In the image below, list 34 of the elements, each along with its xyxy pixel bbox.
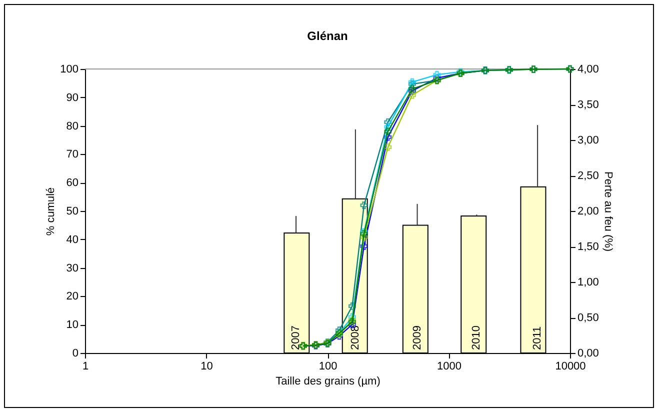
y2-tick-label: 3,50 bbox=[578, 99, 599, 111]
x-tick-label: 100 bbox=[318, 360, 338, 372]
chart-title: Glénan bbox=[307, 29, 348, 43]
annotation: 2010 bbox=[470, 326, 483, 350]
y2-tick-label: 3,00 bbox=[578, 134, 599, 146]
y-tick-label: 30 bbox=[66, 262, 78, 274]
y-tick-label: 50 bbox=[66, 206, 78, 218]
y2-tick-label: 0,00 bbox=[578, 348, 599, 360]
x-tick-label: 10000 bbox=[555, 360, 586, 372]
y-tick-label: 40 bbox=[66, 234, 78, 246]
x-tick-label: 1 bbox=[82, 360, 89, 372]
x-axis-title: Taille des grains (µm) bbox=[276, 376, 380, 388]
y-tick-label: 10 bbox=[66, 319, 78, 332]
annotation: 2011 bbox=[532, 326, 544, 350]
y2-tick-label: 4,00 bbox=[578, 64, 599, 76]
y2-tick-label: 1,00 bbox=[578, 276, 599, 288]
y-tick-label: 0 bbox=[72, 348, 78, 360]
y-axis-title: % cumulé bbox=[45, 187, 58, 236]
annotation: 2008 bbox=[349, 326, 362, 350]
y-tick-label: 90 bbox=[66, 92, 78, 104]
y-tick-label: 100 bbox=[60, 64, 78, 76]
y2-axis-title: Perte au feu (%) bbox=[602, 171, 614, 252]
y-tick-label: 20 bbox=[66, 290, 78, 303]
annotation: 2009 bbox=[411, 326, 424, 350]
x-tick-label: 1000 bbox=[437, 360, 462, 372]
y-tick-label: 60 bbox=[66, 177, 78, 190]
annotation: 2007 bbox=[290, 326, 302, 350]
y-tick-label: 70 bbox=[66, 148, 78, 161]
y-tick-label: 80 bbox=[66, 120, 78, 132]
y2-tick-label: 2,50 bbox=[578, 170, 599, 182]
y2-tick-label: 0,50 bbox=[578, 312, 599, 324]
y2-tick-label: 2,00 bbox=[578, 206, 599, 218]
y2-tick-label: 1,50 bbox=[578, 241, 599, 253]
x-tick-label: 10 bbox=[200, 360, 213, 372]
